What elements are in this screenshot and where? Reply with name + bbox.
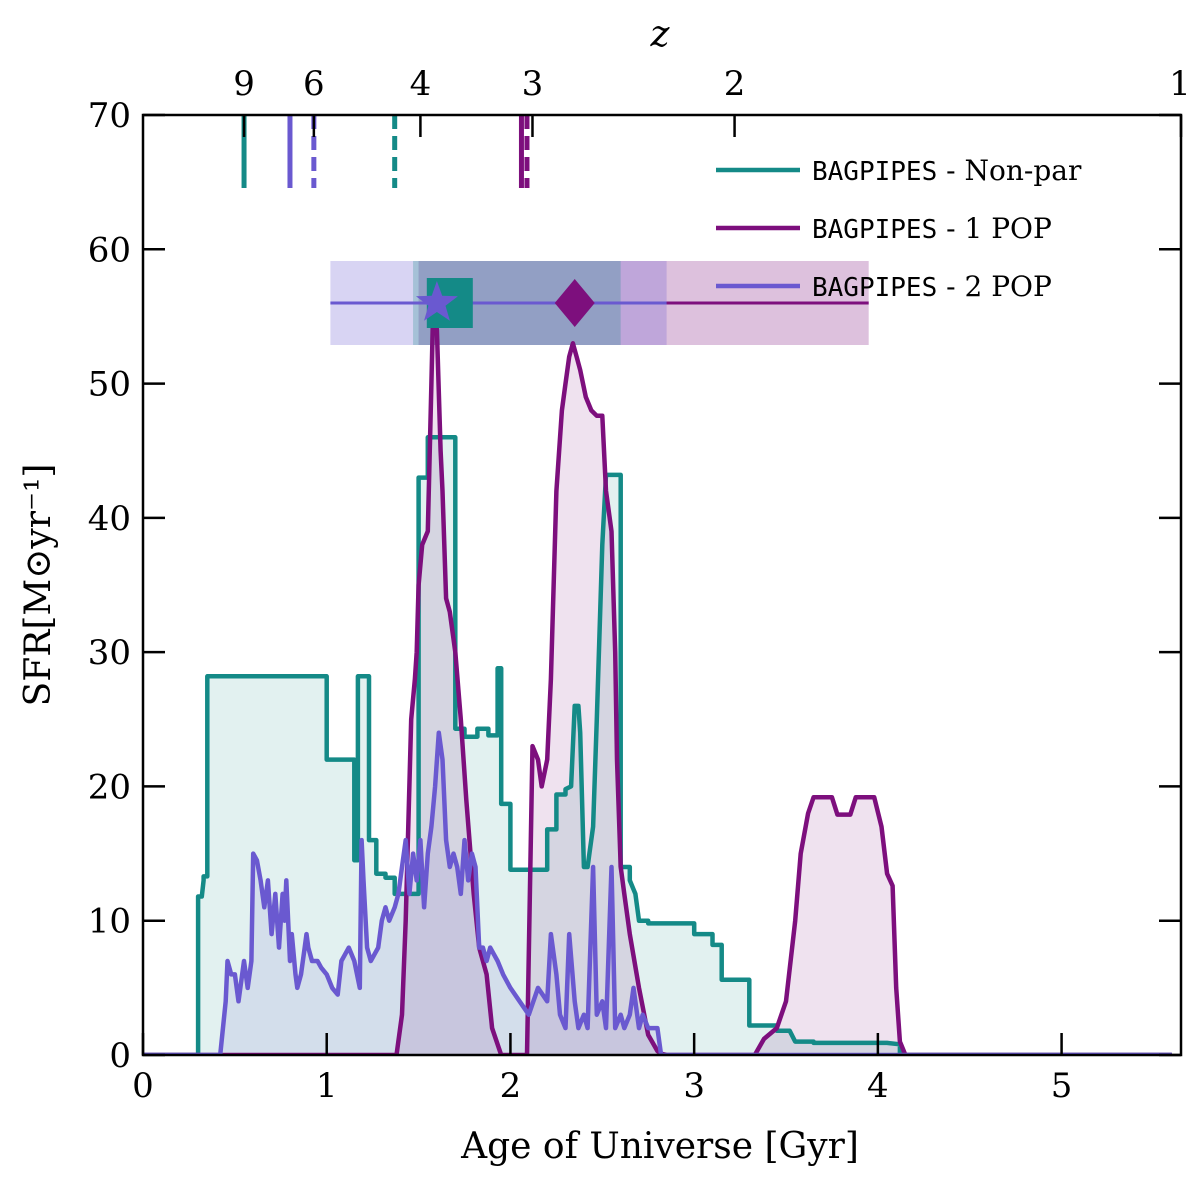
top-tick-label-1: 1 bbox=[1169, 64, 1191, 104]
series-fill-0 bbox=[143, 437, 1172, 1055]
y-tick-label-50: 50 bbox=[88, 365, 131, 405]
series-line-0 bbox=[143, 435, 1172, 1055]
series-fill-2 bbox=[143, 732, 1172, 1055]
y-tick-label-0: 0 bbox=[109, 1036, 131, 1076]
legend-label-2: BAGPIPES - 2 POP bbox=[812, 270, 1052, 303]
legend-label-1: BAGPIPES - 1 POP bbox=[812, 212, 1052, 245]
summary-star-marker bbox=[416, 281, 458, 321]
y-axis-title: SFR[M⊙yr⁻¹] bbox=[18, 464, 59, 707]
y-tick-label-60: 60 bbox=[88, 230, 131, 270]
y-tick-label-30: 30 bbox=[88, 633, 131, 673]
x-tick-label-3: 3 bbox=[683, 1066, 705, 1106]
x-axis-title: Age of Universe [Gyr] bbox=[460, 1126, 859, 1167]
legend: BAGPIPES - Non-par BAGPIPES - 1 POP BAGPIP… bbox=[716, 154, 1082, 303]
x-tick-label-4: 4 bbox=[867, 1066, 889, 1106]
y-tick-label-10: 10 bbox=[88, 902, 131, 942]
y-tick-label-70: 70 bbox=[88, 96, 131, 136]
plot-frame bbox=[141, 113, 1183, 1057]
top-axis-title: z bbox=[650, 14, 671, 55]
top-tick-label-9: 9 bbox=[233, 64, 255, 104]
top-tick-label-4: 4 bbox=[410, 64, 432, 104]
series-fills bbox=[143, 303, 1172, 1055]
top-tick-label-3: 3 bbox=[522, 64, 544, 104]
summary-diamond-marker bbox=[554, 279, 595, 327]
axis-ticks bbox=[141, 113, 1183, 1057]
x-tick-label-2: 2 bbox=[500, 1066, 522, 1106]
y-tick-label-40: 40 bbox=[88, 499, 131, 539]
y-tick-label-20: 20 bbox=[88, 767, 131, 807]
x-tick-label-5: 5 bbox=[1051, 1066, 1073, 1106]
x-tick-label-1: 1 bbox=[316, 1066, 338, 1106]
legend-label-0: BAGPIPES - Non-par bbox=[812, 154, 1082, 187]
top-tick-label-6: 6 bbox=[303, 64, 325, 104]
x-tick-label-0: 0 bbox=[132, 1066, 154, 1106]
series-line-2 bbox=[143, 730, 1172, 1055]
summary-markers bbox=[330, 278, 869, 328]
series-line-1 bbox=[143, 300, 1172, 1055]
series-lines bbox=[143, 300, 1172, 1055]
top-tick-label-2: 2 bbox=[724, 64, 746, 104]
